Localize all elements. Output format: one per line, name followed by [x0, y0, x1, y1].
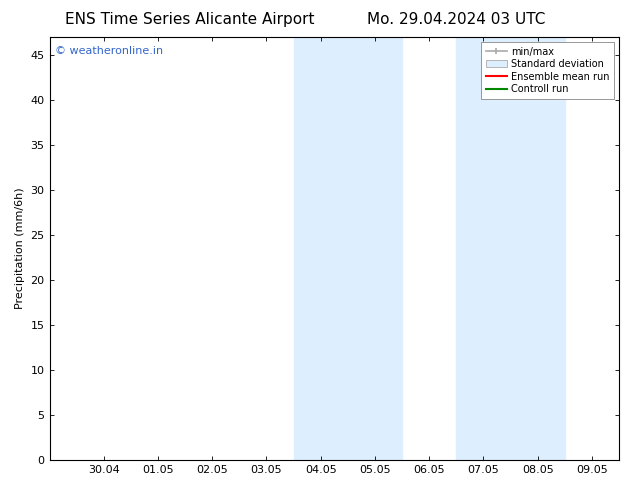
Bar: [510, 37, 565, 460]
Y-axis label: Precipitation (mm/6h): Precipitation (mm/6h): [15, 188, 25, 309]
Text: © weatheronline.in: © weatheronline.in: [55, 46, 164, 55]
Bar: [456, 37, 510, 460]
Legend: min/max, Standard deviation, Ensemble mean run, Controll run: min/max, Standard deviation, Ensemble me…: [481, 42, 614, 99]
Bar: [348, 37, 402, 460]
Bar: [294, 37, 348, 460]
Text: Mo. 29.04.2024 03 UTC: Mo. 29.04.2024 03 UTC: [367, 12, 546, 27]
Text: ENS Time Series Alicante Airport: ENS Time Series Alicante Airport: [65, 12, 315, 27]
